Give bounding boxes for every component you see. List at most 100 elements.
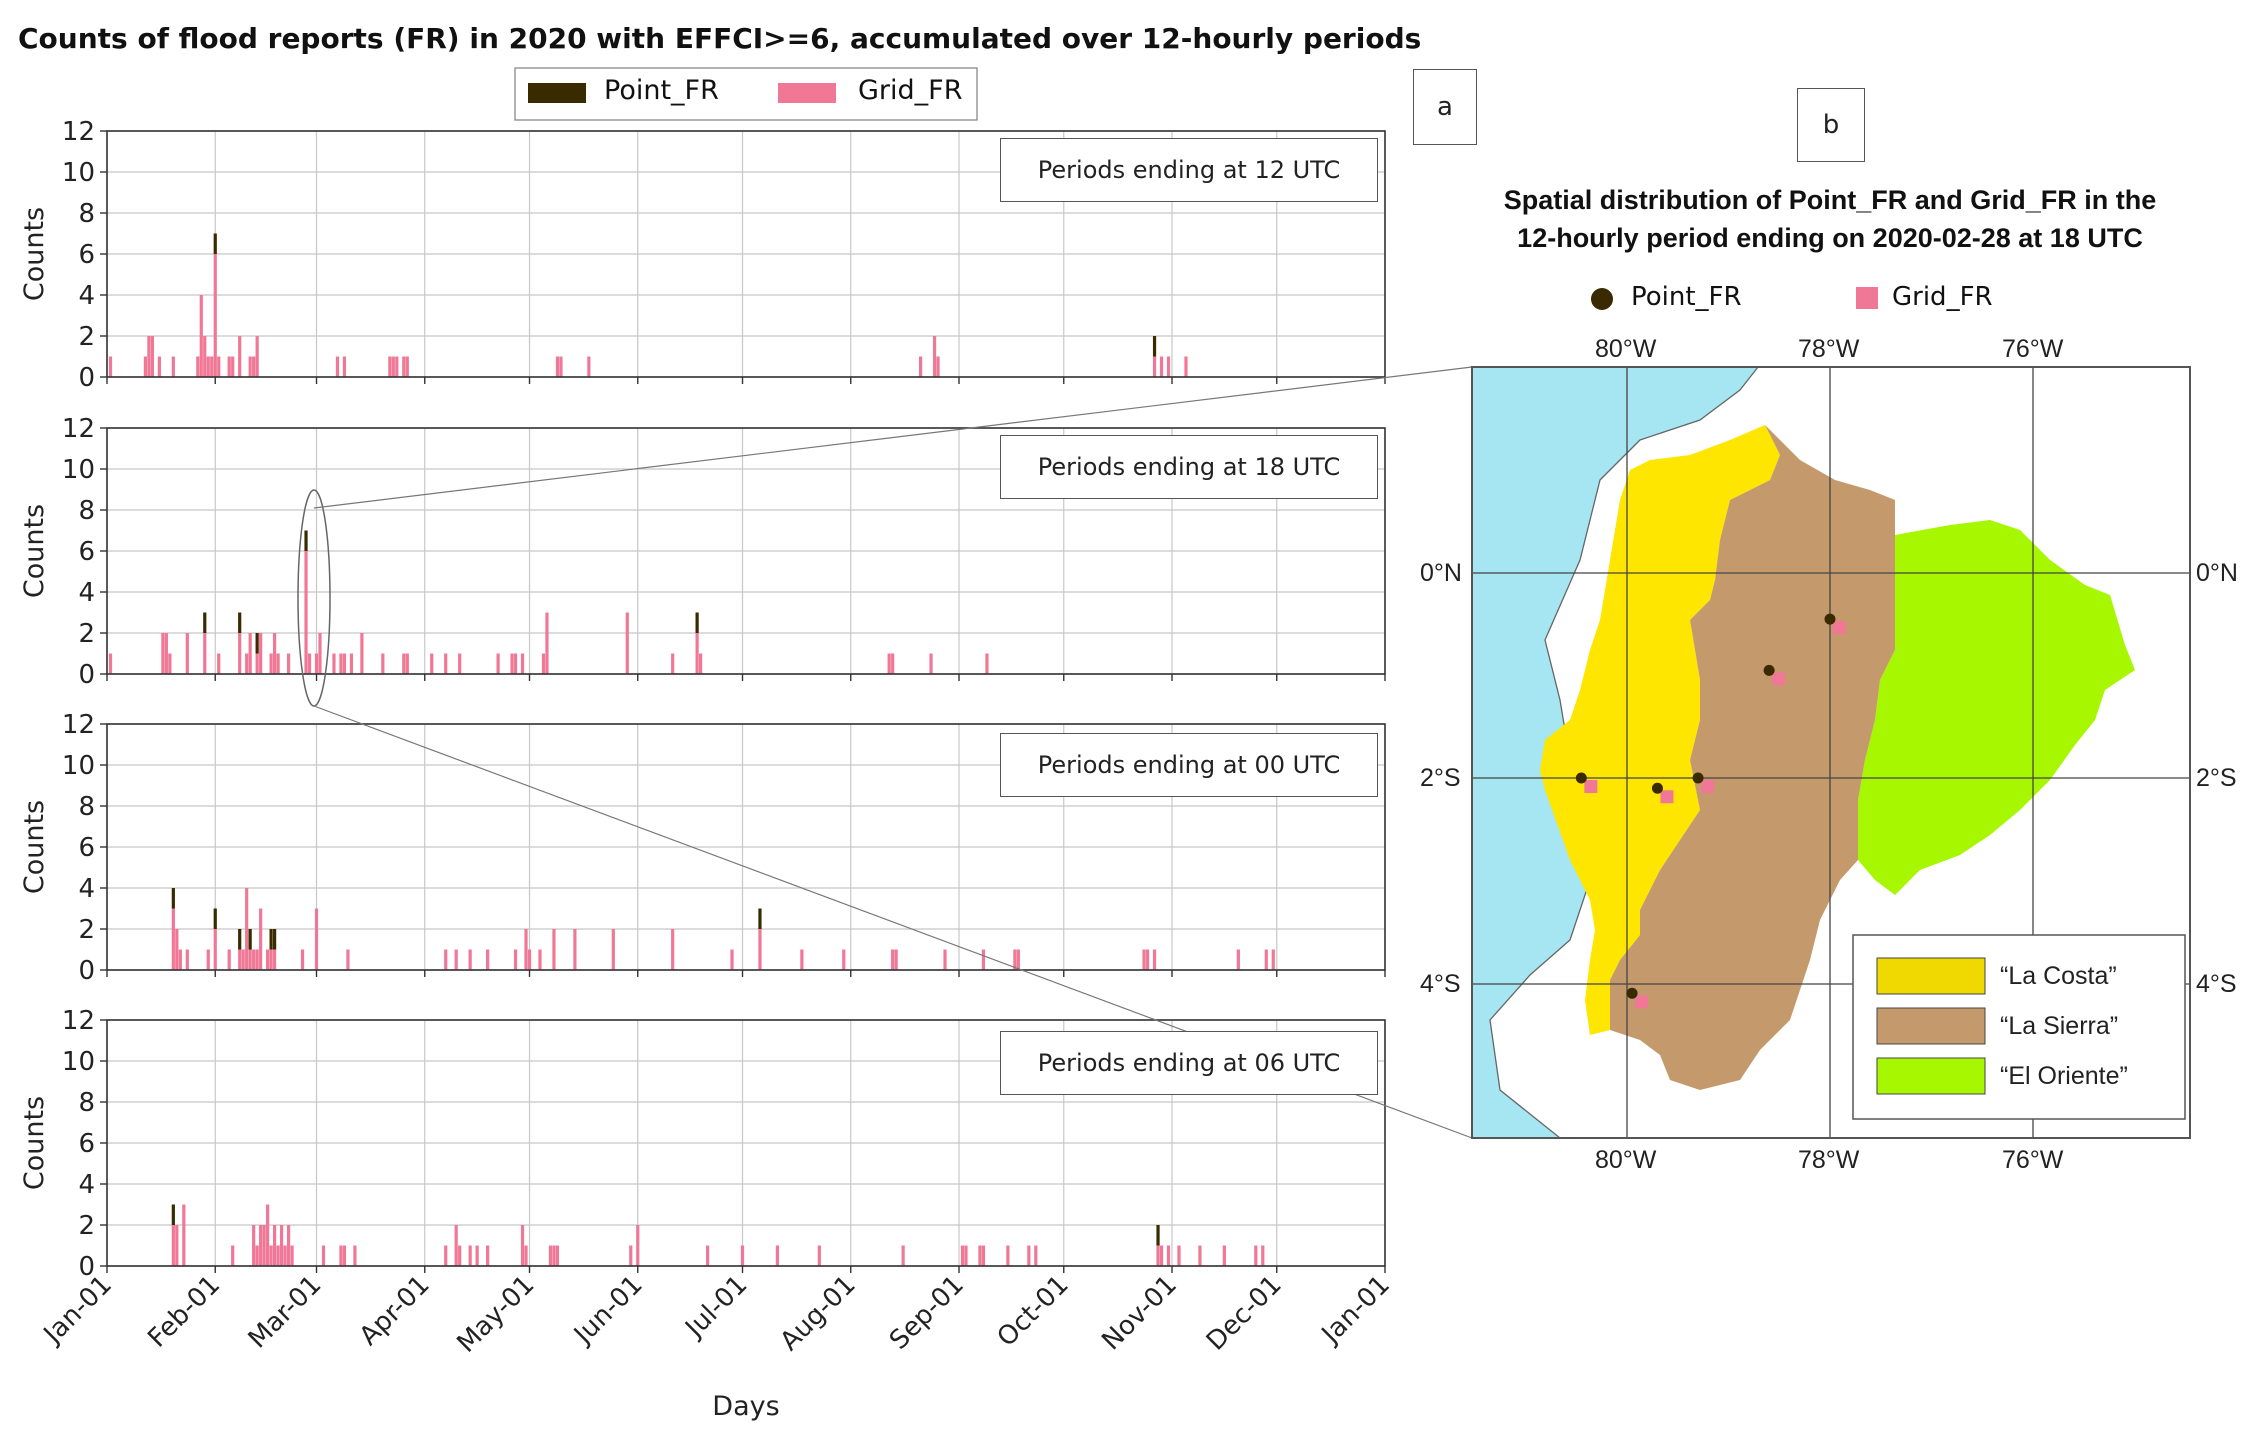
- grid-fr-bar: [342, 653, 347, 674]
- grid-fr-bar: [108, 653, 113, 674]
- grid-fr-bar: [238, 633, 242, 674]
- y-tick-label: 10: [62, 751, 95, 781]
- grid-fr-bar: [269, 1245, 273, 1266]
- grid-fr-bar: [213, 254, 217, 377]
- grid-fr-bar: [266, 1204, 270, 1266]
- grid-fr-bar: [213, 929, 217, 970]
- y-tick-label: 0: [78, 363, 95, 393]
- y-tick-label: 8: [78, 496, 95, 526]
- chart-panel-3: 0 2 4 6 8 10 12 Counts: [19, 1006, 1386, 1282]
- panel-title-box: Periods ending at 00 UTC: [1000, 733, 1378, 797]
- grid-fr-bar: [346, 949, 350, 970]
- map-legend-point-marker: [1591, 288, 1613, 310]
- point-fr-bar: [171, 888, 175, 909]
- y-tick-label: 6: [78, 833, 95, 863]
- grid-fr-bar: [252, 356, 256, 377]
- grid-fr-bar: [342, 356, 347, 377]
- grid-fr-bar: [332, 653, 336, 674]
- y-tick-label: 2: [78, 322, 95, 352]
- grid-fr-bar: [520, 1225, 525, 1266]
- map-legend-label-la-costa: “La Costa”: [2000, 962, 2117, 990]
- grid-fr-bar: [182, 1204, 186, 1266]
- x-axis-label: Days: [712, 1391, 779, 1422]
- x-tick-label: Nov-01: [1096, 1270, 1183, 1357]
- grid-fr-bar: [150, 336, 154, 377]
- grid-fr-bar: [279, 1225, 284, 1266]
- grid-fr-bar: [259, 908, 263, 970]
- grid-fr-bar: [538, 949, 542, 970]
- panel-label-b: b: [1797, 88, 1865, 162]
- map-grid-fr-cell: [1660, 790, 1674, 804]
- grid-fr-bar: [800, 949, 804, 970]
- grid-fr-bar: [1013, 949, 1017, 970]
- grid-fr-bar: [730, 949, 734, 970]
- grid-fr-bar: [573, 929, 577, 970]
- y-axis-label: Counts: [19, 1096, 50, 1190]
- grid-fr-bar: [552, 929, 556, 970]
- x-tick-label: Aug-01: [775, 1270, 862, 1357]
- grid-fr-bar: [157, 356, 161, 377]
- grid-fr-bar: [402, 356, 406, 377]
- map-lon-bottom-2: 78°W: [1798, 1146, 1860, 1174]
- legend-frame: [514, 67, 978, 121]
- grid-fr-bar: [1156, 1245, 1160, 1266]
- grid-fr-bar: [524, 1245, 528, 1266]
- y-axis-label: Counts: [19, 504, 50, 598]
- legend-swatch-point: [528, 83, 586, 103]
- grid-fr-bar: [276, 653, 280, 674]
- grid-fr-bar: [520, 653, 525, 674]
- grid-fr-bar: [1222, 1245, 1226, 1266]
- map-lon-top-1: 80°W: [1595, 335, 1657, 363]
- y-tick-label: 8: [78, 1088, 95, 1118]
- point-fr-bar: [238, 612, 242, 633]
- region-la-costa: [1540, 425, 1780, 1035]
- y-tick-label: 4: [78, 874, 95, 904]
- panel-title-box: Periods ending at 12 UTC: [1000, 138, 1378, 202]
- grid-fr-bar: [430, 653, 434, 674]
- grid-fr-bar: [1271, 949, 1275, 970]
- grid-fr-bar: [353, 1245, 357, 1266]
- point-fr-bar: [213, 233, 217, 254]
- map-title-line-2: 12-hourly period ending on 2020-02-28 at…: [1517, 223, 2143, 253]
- figure-title: Counts of flood reports (FR) in 2020 wit…: [18, 22, 1422, 55]
- grid-fr-bar: [259, 1225, 263, 1266]
- point-fr-bar: [213, 908, 217, 929]
- grid-fr-bar: [555, 1245, 560, 1266]
- legend-label-grid: Grid_FR: [858, 75, 963, 106]
- map-lat-left-3: 4°S: [1420, 970, 1461, 998]
- grid-fr-bar: [405, 653, 409, 674]
- grid-fr-bar: [245, 653, 249, 674]
- grid-fr-bar: [891, 653, 895, 674]
- grid-fr-bar: [444, 949, 448, 970]
- grid-fr-bar: [817, 1245, 821, 1266]
- grid-fr-bar: [273, 633, 277, 674]
- grid-fr-bar: [161, 633, 165, 674]
- point-fr-bar: [1152, 336, 1157, 357]
- y-tick-label: 2: [78, 915, 95, 945]
- map-point-markers: [1575, 613, 1846, 1009]
- y-tick-label: 8: [78, 792, 95, 822]
- grid-fr-bar: [1152, 356, 1157, 377]
- map-grid-fr-cell: [1635, 995, 1649, 1009]
- grid-fr-bar: [203, 336, 207, 377]
- grid-fr-bar: [468, 1245, 472, 1266]
- grid-fr-bar: [178, 949, 182, 970]
- grid-fr-bar: [217, 653, 221, 674]
- grid-fr-bar: [636, 1225, 640, 1266]
- grid-fr-bar: [381, 653, 385, 674]
- legend-swatch-el-oriente: [1876, 1057, 1986, 1095]
- grid-fr-bar: [231, 356, 235, 377]
- grid-fr-bar: [286, 1225, 291, 1266]
- y-tick-label: 12: [62, 1006, 95, 1036]
- grid-fr-bar: [217, 356, 221, 377]
- grid-fr-bar: [548, 1245, 553, 1266]
- grid-fr-bar: [1159, 1245, 1164, 1266]
- grid-fr-bar: [981, 1245, 986, 1266]
- x-tick-label: Jan-01: [1315, 1270, 1396, 1351]
- grid-fr-bar: [304, 551, 308, 674]
- connector-line: [313, 366, 1473, 509]
- grid-fr-bar: [468, 949, 472, 970]
- grid-fr-bar: [486, 1245, 490, 1266]
- map-grid-fr-cell: [1584, 780, 1598, 793]
- map-frame: [1471, 366, 2191, 1139]
